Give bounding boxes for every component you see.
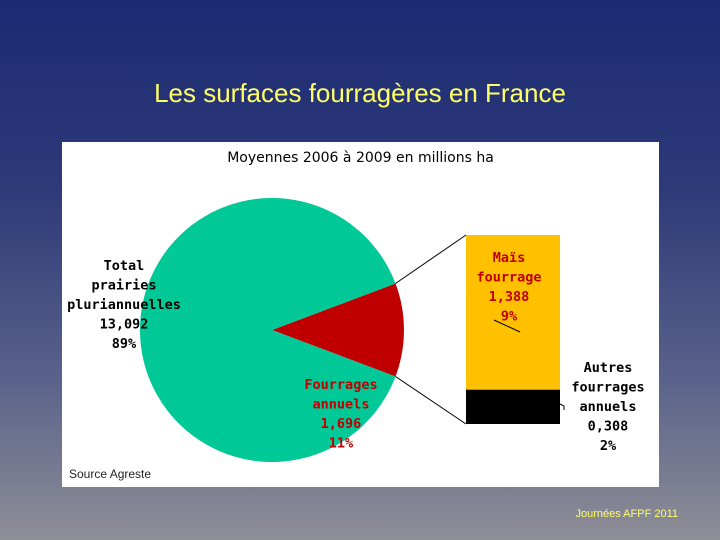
leader-autres <box>559 403 565 410</box>
pie-of-bar-chart: Total prairies pluriannuelles 13,092 89% Four… <box>67 198 645 462</box>
label-annuels: Fourrages annuels 1,696 11% <box>304 377 377 452</box>
pie-group <box>139 198 404 462</box>
breakdown-bar-group <box>395 234 560 425</box>
chart-title: Moyennes 2006 à 2009 en millions ha <box>227 150 494 166</box>
bar-segment-mais <box>466 235 560 390</box>
pie-slice-prairies <box>139 198 396 462</box>
pie-slice-annuels <box>272 283 404 377</box>
slide-title: Les surfaces fourragères en France <box>154 78 566 108</box>
connector-line-top <box>395 234 467 284</box>
chart-panel: Moyennes 2006 à 2009 en millions ha Tota… <box>62 142 659 487</box>
label-autres: Autres fourrages annuels 0,308 2% <box>571 360 644 454</box>
label-prairies: Total prairies pluriannuelles 13,092 89% <box>67 258 181 352</box>
label-group: Total prairies pluriannuelles 13,092 89% Four… <box>67 250 644 454</box>
bar-segment-autres <box>466 389 560 424</box>
chart-source: Source Agreste <box>69 467 152 481</box>
leader-mais <box>493 319 521 333</box>
connector-line-bottom <box>395 376 467 425</box>
label-mais: Maïs fourrage 1,388 9% <box>476 250 541 325</box>
slide-footer: Journées AFPF 2011 <box>575 508 678 520</box>
